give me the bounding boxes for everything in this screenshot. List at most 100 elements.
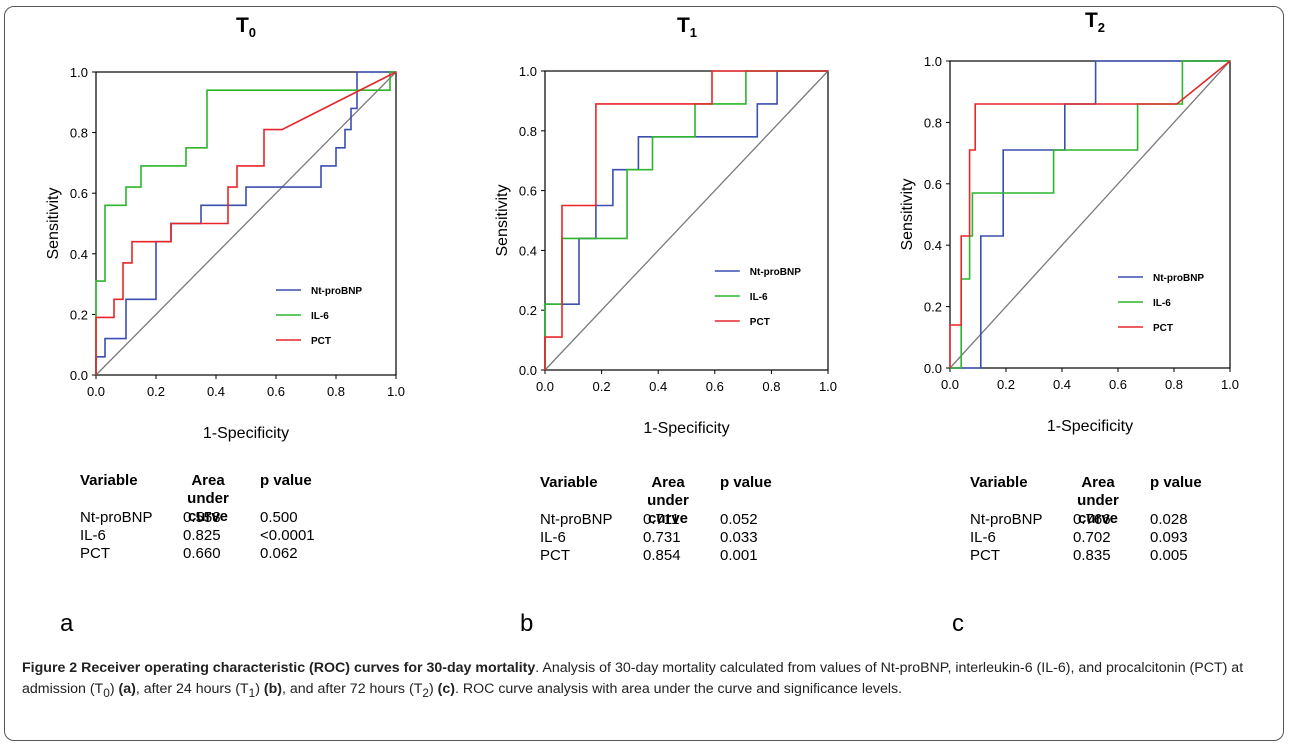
table-cell: IL-6 bbox=[540, 529, 566, 546]
table-cell: 0.033 bbox=[720, 529, 758, 546]
x-tick-label: 0.0 bbox=[536, 379, 554, 394]
table-header: p value bbox=[1150, 474, 1202, 491]
table-cell: 0.854 bbox=[643, 547, 681, 564]
y-tick-label: 0.0 bbox=[70, 368, 88, 383]
x-axis-label: 1-Specificity bbox=[1047, 418, 1133, 435]
panel-label: a bbox=[60, 610, 74, 637]
y-axis-label: Sensitivity bbox=[494, 184, 511, 256]
reference-diagonal bbox=[95, 71, 397, 376]
legend-label: Nt-proBNP bbox=[311, 286, 362, 297]
x-tick-label: 0.6 bbox=[1109, 377, 1127, 392]
x-tick-label: 0.2 bbox=[997, 377, 1015, 392]
table-cell: 0.702 bbox=[1073, 529, 1111, 546]
table-cell: 0.052 bbox=[720, 511, 758, 528]
table-cell: Nt-proBNP bbox=[540, 511, 613, 528]
y-tick-label: 0.6 bbox=[70, 186, 88, 201]
roc-line-pct bbox=[95, 71, 397, 375]
panel-label: c bbox=[952, 610, 964, 637]
y-tick-label: 1.0 bbox=[924, 54, 942, 69]
x-tick-label: 1.0 bbox=[819, 379, 837, 394]
table-cell: 0.005 bbox=[1150, 547, 1188, 564]
panel-b: T1 0.0 0.2 0.4 0.6 0.8 1.0 0.0 0.2 0.4 0.6 0.8 1.0 1-… bbox=[455, 0, 875, 640]
auc-table: Variable Area under curve p value Nt-proBNP… bbox=[540, 474, 860, 594]
x-tick-label: 0.2 bbox=[147, 384, 165, 399]
table-header: Area under curve bbox=[187, 472, 229, 525]
y-tick-label: 0.0 bbox=[924, 361, 942, 376]
table-header: Area under curve bbox=[647, 474, 689, 527]
x-tick-label: 1.0 bbox=[1221, 377, 1239, 392]
x-tick-label: 0.6 bbox=[267, 384, 285, 399]
table-cell: IL-6 bbox=[80, 527, 106, 544]
roc-line-pct bbox=[544, 70, 828, 370]
y-axis-label: Sensitivity bbox=[45, 187, 62, 259]
chart-title: T2 bbox=[1085, 9, 1105, 35]
table-cell: PCT bbox=[540, 547, 570, 564]
y-tick-label: 0.4 bbox=[924, 238, 942, 253]
legend-label: Nt-proBNP bbox=[1153, 273, 1204, 284]
y-axis-label: Sensitivity bbox=[899, 178, 916, 250]
y-tick-label: 1.0 bbox=[70, 65, 88, 80]
y-tick-label: 0.8 bbox=[924, 115, 942, 130]
y-tick-label: 0.2 bbox=[70, 307, 88, 322]
legend-label: IL-6 bbox=[750, 292, 768, 303]
x-axis-label: 1-Specificity bbox=[643, 420, 729, 437]
table-cell: 0.062 bbox=[260, 545, 298, 562]
legend-label: PCT bbox=[750, 317, 770, 328]
x-tick-label: 0.0 bbox=[941, 377, 959, 392]
y-tick-label: 0.8 bbox=[70, 126, 88, 141]
table-header: p value bbox=[260, 472, 312, 489]
table-cell: PCT bbox=[970, 547, 1000, 564]
reference-diagonal bbox=[949, 60, 1231, 369]
table-cell: 0.558 bbox=[183, 509, 221, 526]
table-cell: 0.835 bbox=[1073, 547, 1111, 564]
y-tick-label: 0.0 bbox=[519, 363, 537, 378]
x-tick-label: 0.4 bbox=[649, 379, 667, 394]
x-axis-label: 1-Specificity bbox=[203, 425, 289, 442]
y-tick-label: 0.6 bbox=[924, 177, 942, 192]
y-tick-label: 0.6 bbox=[519, 184, 537, 199]
chart-title: T0 bbox=[236, 14, 256, 40]
x-tick-label: 0.4 bbox=[1053, 377, 1071, 392]
roc-chart-1: T1 0.0 0.2 0.4 0.6 0.8 1.0 0.0 0.2 0.4 0.6 0.8 1.0 1-… bbox=[494, 14, 837, 437]
table-cell: 0.660 bbox=[183, 545, 221, 562]
plot-frame bbox=[949, 60, 1231, 369]
y-tick-label: 0.2 bbox=[519, 303, 537, 318]
table-header: p value bbox=[720, 474, 772, 491]
x-tick-label: 0.4 bbox=[207, 384, 225, 399]
legend-label: Nt-proBNP bbox=[750, 267, 801, 278]
y-tick-label: 0.2 bbox=[924, 300, 942, 315]
table-cell: 0.093 bbox=[1150, 529, 1188, 546]
roc-line-pct bbox=[949, 60, 1231, 368]
x-tick-label: 0.0 bbox=[87, 384, 105, 399]
y-tick-label: 0.8 bbox=[519, 124, 537, 139]
figure-caption: Figure 2 Receiver operating characterist… bbox=[22, 660, 1244, 700]
table-cell: 0.500 bbox=[260, 509, 298, 526]
table-cell: IL-6 bbox=[970, 529, 996, 546]
y-tick-label: 0.4 bbox=[519, 243, 537, 258]
x-tick-label: 0.8 bbox=[1165, 377, 1183, 392]
x-tick-label: 0.8 bbox=[762, 379, 780, 394]
table-cell: 0.766 bbox=[1073, 511, 1111, 528]
roc-line-nt-probnp bbox=[544, 70, 828, 370]
roc-line-nt-probnp bbox=[95, 71, 396, 375]
legend-label: IL-6 bbox=[1153, 298, 1171, 309]
table-header: Variable bbox=[80, 472, 138, 489]
table-header: Variable bbox=[970, 474, 1028, 491]
plot-frame bbox=[544, 70, 829, 371]
y-tick-label: 1.0 bbox=[519, 64, 537, 79]
roc-line-il-6 bbox=[95, 71, 396, 375]
x-tick-label: 1.0 bbox=[387, 384, 405, 399]
figure-frame bbox=[4, 6, 1284, 741]
x-tick-label: 0.6 bbox=[706, 379, 724, 394]
table-cell: Nt-proBNP bbox=[970, 511, 1043, 528]
table-header: Area under curve bbox=[1077, 474, 1119, 527]
legend-label: PCT bbox=[1153, 323, 1173, 334]
panel-c: T2 0.0 0.2 0.4 0.6 0.8 1.0 0.0 0.2 0.4 0.6 0.8 1.0 1-… bbox=[870, 0, 1290, 640]
panel-a: T0 0.0 0.2 0.4 0.6 0.8 1.0 0.0 0.2 0.4 0.6 0.8 1.0 1-… bbox=[18, 0, 438, 640]
panel-label: b bbox=[520, 610, 534, 637]
reference-diagonal bbox=[544, 70, 829, 371]
roc-chart-0: T0 0.0 0.2 0.4 0.6 0.8 1.0 0.0 0.2 0.4 0.6 0.8 1.0 1-… bbox=[45, 14, 405, 442]
legend-label: PCT bbox=[311, 336, 331, 347]
table-cell: <0.0001 bbox=[260, 527, 315, 544]
chart-title: T1 bbox=[677, 14, 697, 40]
